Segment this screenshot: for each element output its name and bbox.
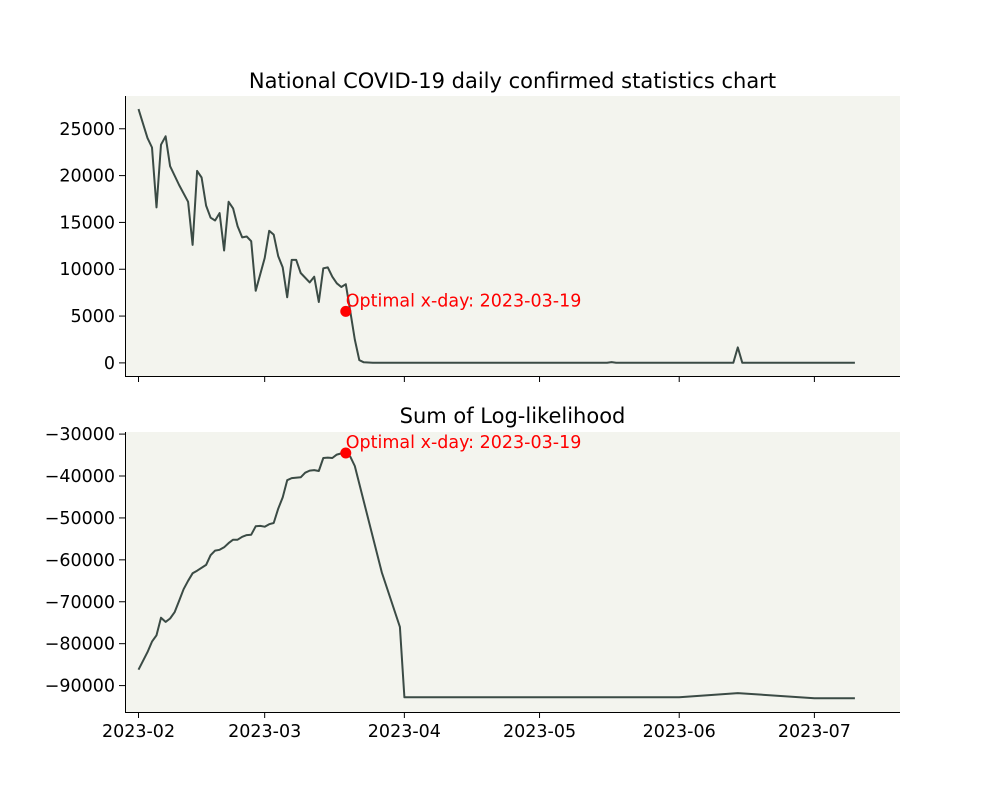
y-tick-label: 10000: [59, 260, 115, 280]
y-tick-label: 20000: [59, 167, 115, 187]
y-tick-label: −30000: [45, 425, 115, 445]
y-tick-label: 0: [104, 354, 115, 374]
x-tick-label: 2023-04: [368, 722, 441, 742]
x-tick-label: 2023-06: [643, 722, 716, 742]
series-line-confirmed: [137, 108, 855, 364]
x-tick-label: 2023-03: [228, 722, 301, 742]
x-tick-label: 2023-07: [778, 722, 851, 742]
y-axis-ticks-confirmed: 0 5000 10000 15000 20000 25000: [59, 120, 125, 374]
y-tick-label: −70000: [45, 593, 115, 613]
x-tick-label: 2023-02: [102, 722, 175, 742]
y-tick-label: −40000: [45, 467, 115, 487]
panel-log-likelihood: Sum of Log-likelihood −90000 −80000 −70000…: [45, 404, 900, 742]
annotation-optimal-loglik: Optimal x-day: 2023-03-19: [346, 433, 582, 453]
optimal-marker-loglik: [340, 447, 352, 459]
x-axis-ticks-loglik: 2023-02 2023-03 2023-04 2023-05 2023-06 2023-…: [102, 712, 851, 742]
y-tick-label: −60000: [45, 551, 115, 571]
optimal-marker-confirmed: [340, 305, 352, 317]
y-tick-label: 15000: [59, 213, 115, 233]
y-tick-label: 5000: [70, 307, 115, 327]
y-tick-label: −50000: [45, 509, 115, 529]
chart-title-confirmed: National COVID-19 daily confirmed statis…: [249, 69, 776, 93]
x-tick-label: 2023-05: [503, 722, 576, 742]
y-tick-label: −90000: [45, 677, 115, 697]
y-tick-label: −80000: [45, 635, 115, 655]
plot-background: [125, 432, 900, 712]
panel-confirmed-cases: National COVID-19 daily confirmed statis…: [59, 69, 900, 382]
plot-background: [125, 96, 900, 376]
y-axis-ticks-loglik: −90000 −80000 −70000 −60000 −50000 −40000 −300…: [45, 425, 125, 697]
y-tick-label: 25000: [59, 120, 115, 140]
annotation-optimal-confirmed: Optimal x-day: 2023-03-19: [346, 291, 582, 311]
chart-title-loglik: Sum of Log-likelihood: [400, 404, 626, 428]
